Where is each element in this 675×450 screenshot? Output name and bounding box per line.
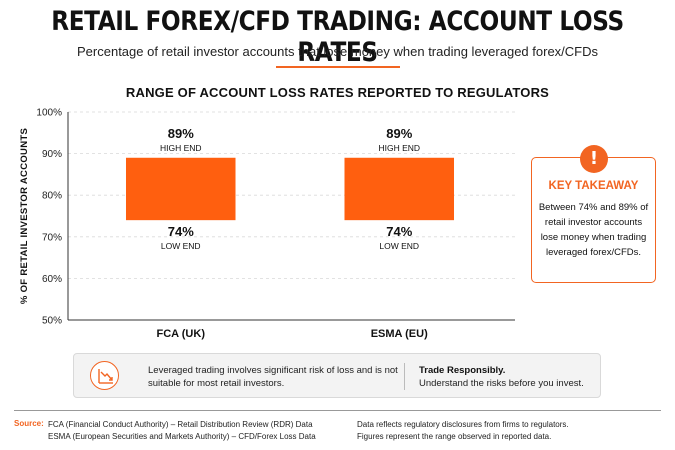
trade-responsibly-title: Trade Responsibly. — [419, 365, 506, 376]
risk-notice: Leveraged trading involves significant r… — [73, 353, 601, 398]
footer-divider — [14, 410, 661, 411]
high-value-label: 89% — [386, 126, 412, 141]
low-value-label: 74% — [168, 224, 194, 239]
declining-chart-icon — [90, 361, 119, 390]
page-title: RETAIL FOREX/CFD TRADING: ACCOUNT LOSS R… — [51, 6, 624, 68]
range-bar — [344, 157, 455, 221]
high-value-label: 89% — [168, 126, 194, 141]
takeaway-title: KEY TAKEAWAY — [548, 180, 639, 192]
risk-warning-text: Leveraged trading involves significant r… — [148, 365, 398, 389]
key-takeaway-card: ! KEY TAKEAWAY Between 74% and 89% of re… — [531, 145, 656, 283]
y-tick-label: 80% — [42, 191, 62, 202]
y-tick-label: 100% — [36, 108, 62, 119]
exclamation-icon: ! — [580, 145, 608, 173]
source-list: FCA (Financial Conduct Authority) – Reta… — [48, 419, 316, 442]
y-tick-label: 70% — [42, 232, 62, 243]
high-caption: HIGH END — [378, 143, 420, 153]
data-note: Figures represent the range observed in … — [357, 431, 552, 441]
low-caption: LOW END — [161, 241, 201, 251]
low-value-label: 74% — [386, 224, 412, 239]
high-caption: HIGH END — [160, 143, 202, 153]
trade-responsibly-note: Trade Responsibly. Understand the risks … — [419, 364, 584, 390]
range-bar — [125, 157, 236, 221]
data-note: Data reflects regulatory disclosures fro… — [357, 420, 569, 429]
chart-title: RANGE OF ACCOUNT LOSS RATES REPORTED TO … — [125, 85, 550, 100]
y-tick-label: 90% — [42, 149, 62, 160]
page-subtitle: Percentage of retail investor accounts t… — [77, 44, 598, 59]
y-tick-label: 60% — [42, 274, 62, 285]
source-line: ESMA (European Securities and Markets Au… — [48, 431, 316, 441]
category-label: ESMA (EU) — [371, 328, 428, 340]
trade-responsibly-text: Understand the risks before you invest. — [419, 378, 584, 389]
accent-divider — [276, 66, 400, 68]
source-label: Source: — [14, 419, 44, 428]
takeaway-text: Between 74% and 89% of retail investor a… — [538, 202, 649, 258]
category-label: FCA (UK) — [157, 328, 206, 340]
y-tick-label: 50% — [42, 316, 62, 327]
source-line: FCA (Financial Conduct Authority) – Reta… — [48, 420, 313, 429]
y-axis-label: % OF RETAIL INVESTOR ACCOUNTS — [19, 128, 30, 304]
data-notes: Data reflects regulatory disclosures fro… — [357, 419, 569, 442]
notice-divider — [404, 363, 405, 390]
low-caption: LOW END — [379, 241, 419, 251]
